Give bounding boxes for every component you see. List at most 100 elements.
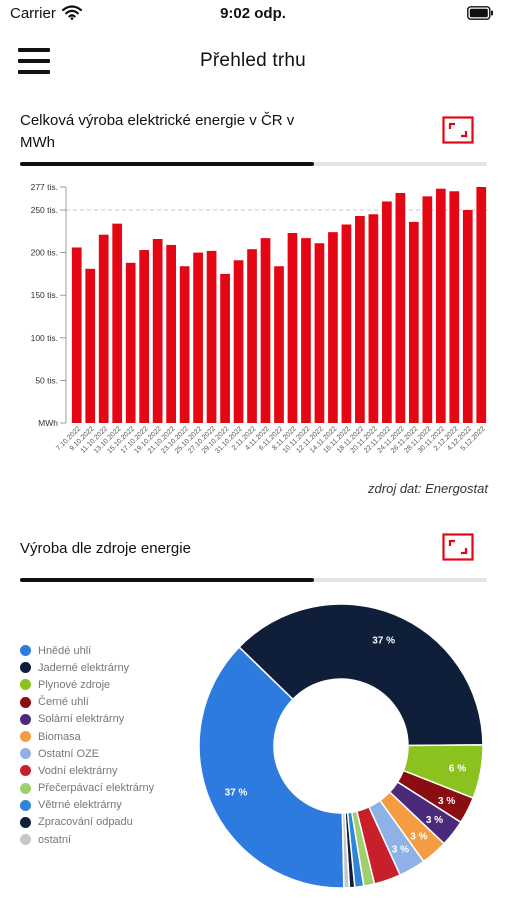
legend-label: Jaderné elektrárny bbox=[38, 661, 130, 674]
bar bbox=[395, 192, 406, 423]
legend-item: Vodní elektrárny bbox=[20, 762, 154, 779]
slice-label: 3 % bbox=[426, 815, 443, 826]
legend-color-dot bbox=[20, 834, 31, 846]
bar bbox=[179, 266, 190, 423]
bar bbox=[476, 187, 487, 423]
slice-label: 3 % bbox=[410, 831, 427, 842]
legend-color-dot bbox=[20, 645, 31, 657]
bar bbox=[193, 252, 203, 423]
sources-tab-indicator[interactable] bbox=[20, 578, 487, 582]
bar bbox=[125, 262, 136, 423]
bar bbox=[233, 260, 244, 423]
hamburger-menu-icon[interactable] bbox=[18, 48, 50, 74]
legend-item: Biomasa bbox=[20, 728, 154, 745]
legend-item: Hnědé uhlí bbox=[20, 642, 154, 659]
production-chart-title: Celková výroba elektrické energie v ČR v… bbox=[20, 110, 294, 154]
legend-label: Přečerpávací elektrárny bbox=[38, 782, 155, 795]
bar bbox=[112, 223, 123, 423]
y-tick-label: MWh bbox=[38, 418, 58, 428]
bar bbox=[422, 196, 433, 423]
legend-label: Vodní elektrárny bbox=[38, 764, 118, 777]
legend-color-dot bbox=[20, 696, 31, 708]
legend-color-dot bbox=[20, 679, 31, 691]
pie-slice bbox=[198, 645, 345, 889]
bar bbox=[328, 232, 338, 423]
y-tick-label: 150 tis. bbox=[31, 290, 58, 300]
pie-slice bbox=[238, 603, 484, 747]
legend-label: Větrné elektrárny bbox=[38, 799, 122, 812]
bar bbox=[274, 266, 284, 423]
sources-donut-chart: 37 %37 %6 %3 %3 %3 %3 % bbox=[198, 603, 484, 889]
production-tab-indicator-fill bbox=[20, 162, 315, 166]
legend-color-dot bbox=[20, 765, 31, 777]
legend-item: ostatní bbox=[20, 831, 154, 848]
legend-color-dot bbox=[20, 816, 31, 828]
bar bbox=[98, 234, 109, 423]
wifi-icon bbox=[61, 5, 83, 25]
bar bbox=[206, 250, 217, 423]
bar bbox=[435, 188, 446, 423]
expand-production-chart-icon[interactable] bbox=[442, 116, 474, 144]
legend-item: Zpracování odpadu bbox=[20, 814, 154, 831]
bar bbox=[355, 215, 365, 423]
legend-label: Ostatní OZE bbox=[38, 747, 100, 760]
sources-chart-title: Výroba dle zdroje energie bbox=[20, 540, 191, 557]
bar bbox=[408, 221, 419, 423]
slice-label: 37 % bbox=[225, 788, 248, 799]
bar bbox=[139, 250, 150, 423]
slice-label: 3 % bbox=[392, 845, 409, 856]
bar bbox=[152, 238, 163, 423]
y-tick-label: 200 tis. bbox=[31, 248, 58, 258]
y-tick-label: 100 tis. bbox=[31, 333, 58, 343]
legend-color-dot bbox=[20, 662, 31, 674]
status-time: 9:02 odp. bbox=[220, 5, 286, 22]
nav-bar: Přehled trhu bbox=[0, 38, 506, 86]
bar bbox=[166, 244, 176, 423]
legend-item: Černé uhlí bbox=[20, 694, 154, 711]
production-bar-chart: MWh 50 tis. 100 tis. 150 tis. 200 tis. 250 ti… bbox=[31, 182, 488, 455]
pie-slice bbox=[341, 812, 351, 889]
expand-sources-chart-icon[interactable] bbox=[442, 533, 474, 561]
legend-label: Biomasa bbox=[38, 730, 81, 743]
bar bbox=[368, 214, 379, 423]
bar bbox=[71, 247, 82, 423]
legend-label: Hnědé uhlí bbox=[38, 644, 92, 657]
production-tab-indicator[interactable] bbox=[20, 162, 487, 166]
y-tick-label: 277 tis. bbox=[31, 182, 58, 192]
legend-label: ostatní bbox=[38, 833, 72, 846]
slice-label: 37 % bbox=[372, 636, 395, 647]
production-chart-title-line1: Celková výroba elektrické energie v ČR v bbox=[20, 112, 295, 129]
legend-item: Solární elektrárny bbox=[20, 711, 154, 728]
bar bbox=[462, 210, 473, 423]
bar bbox=[260, 238, 271, 423]
legend-item: Větrné elektrárny bbox=[20, 797, 154, 814]
legend-label: Černé uhlí bbox=[38, 696, 89, 709]
legend-item: Plynové zdroje bbox=[20, 676, 154, 693]
bar bbox=[449, 191, 460, 423]
legend-label: Plynové zdroje bbox=[38, 678, 111, 691]
battery-icon bbox=[467, 6, 494, 25]
bar bbox=[314, 243, 325, 423]
slice-label: 3 % bbox=[438, 796, 455, 807]
bar bbox=[301, 238, 311, 423]
bar bbox=[341, 224, 352, 423]
sources-legend: Hnědé uhlí Jaderné elektrárny Plynové zdro… bbox=[20, 642, 154, 848]
carrier-label: Carrier bbox=[10, 5, 56, 22]
bar bbox=[220, 273, 230, 423]
bar bbox=[287, 233, 298, 423]
legend-color-dot bbox=[20, 799, 31, 811]
bar bbox=[247, 249, 257, 423]
production-chart-title-line2: MWh bbox=[20, 134, 55, 151]
data-source-note: zdroj dat: Energostat bbox=[368, 481, 488, 496]
legend-color-dot bbox=[20, 731, 31, 743]
bar bbox=[382, 201, 392, 423]
legend-color-dot bbox=[20, 713, 31, 725]
y-tick-label: 50 tis. bbox=[35, 375, 58, 385]
status-bar: Carrier 9:02 odp. bbox=[0, 0, 506, 28]
legend-item: Jaderné elektrárny bbox=[20, 659, 154, 676]
page-title: Přehled trhu bbox=[200, 50, 306, 71]
legend-color-dot bbox=[20, 748, 31, 760]
legend-item: Přečerpávací elektrárny bbox=[20, 780, 154, 797]
legend-item: Ostatní OZE bbox=[20, 745, 154, 762]
legend-color-dot bbox=[20, 782, 31, 794]
